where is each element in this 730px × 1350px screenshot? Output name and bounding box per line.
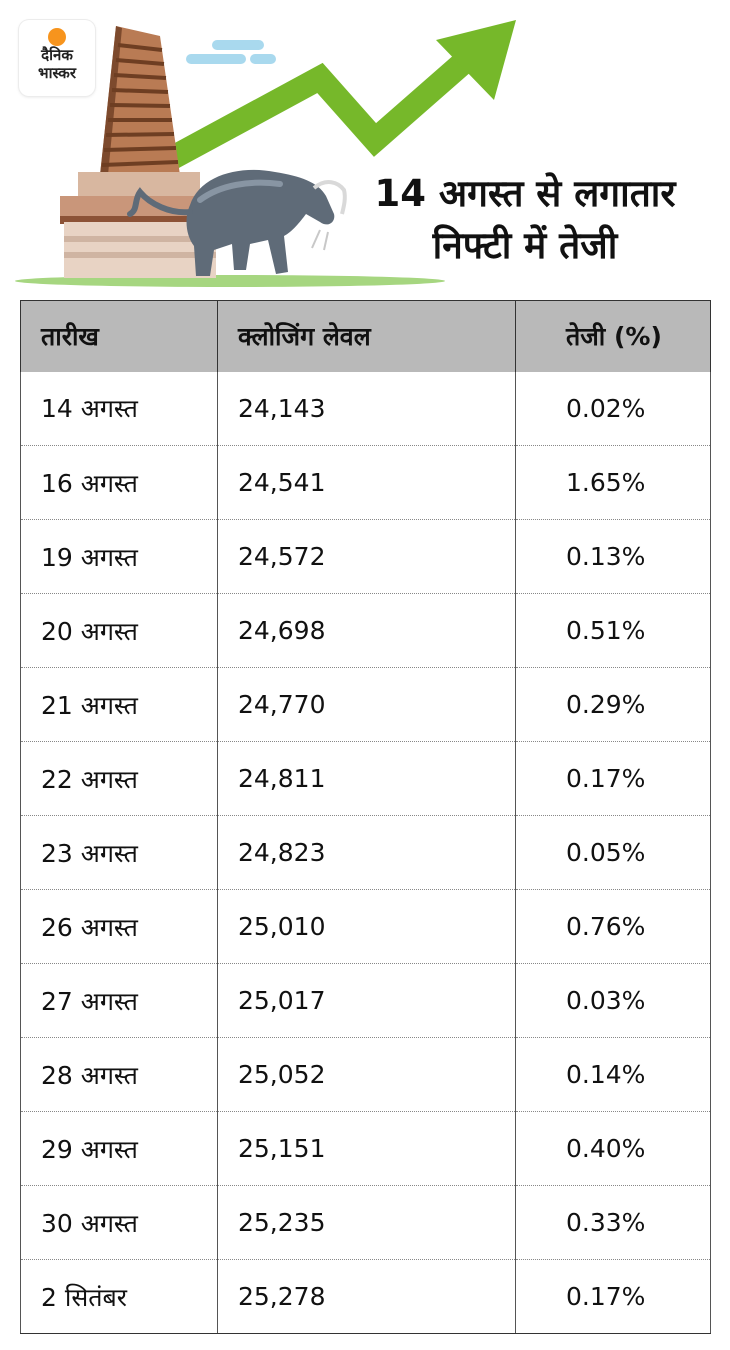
cell-gain-percent: 0.13%: [515, 519, 711, 594]
table-row: 22 अगस्त 24,811 0.17%: [20, 741, 711, 816]
cell-date: 29 अगस्त: [20, 1111, 218, 1186]
market-illustration: [15, 20, 516, 287]
table-row: 21 अगस्त 24,770 0.29%: [20, 667, 711, 742]
table-row: 23 अगस्त 24,823 0.05%: [20, 815, 711, 890]
table-row: 28 अगस्त 25,052 0.14%: [20, 1037, 711, 1112]
cell-closing-level: 25,235: [217, 1185, 516, 1260]
cell-date: 14 अगस्त: [20, 371, 218, 446]
header: दैनिक भास्कर 14 अगस्त से लगातार निफ्टी म…: [0, 0, 730, 300]
rising-arrow-icon: [144, 20, 516, 181]
cell-gain-percent: 1.65%: [515, 445, 711, 520]
cell-closing-level: 24,572: [217, 519, 516, 594]
table-row: 14 अगस्त 24,143 0.02%: [20, 371, 711, 446]
headline-line-2: निफ्टी में तेजी: [432, 224, 618, 267]
cloud-icon: [186, 40, 276, 64]
column-header-date: तारीख: [20, 300, 218, 372]
cell-date: 23 अगस्त: [20, 815, 218, 890]
cell-date: 16 अगस्त: [20, 445, 218, 520]
cell-date: 20 अगस्त: [20, 593, 218, 668]
column-header-closing-level: क्लोजिंग लेवल: [217, 300, 516, 372]
cell-gain-percent: 0.05%: [515, 815, 711, 890]
cell-gain-percent: 0.03%: [515, 963, 711, 1038]
cell-gain-percent: 0.17%: [515, 1259, 711, 1334]
cell-closing-level: 25,052: [217, 1037, 516, 1112]
cell-date: 19 अगस्त: [20, 519, 218, 594]
cell-date: 2 सितंबर: [20, 1259, 218, 1334]
cell-gain-percent: 0.14%: [515, 1037, 711, 1112]
cell-gain-percent: 0.17%: [515, 741, 711, 816]
cell-gain-percent: 0.51%: [515, 593, 711, 668]
table-row: 19 अगस्त 24,572 0.13%: [20, 519, 711, 594]
cell-closing-level: 25,278: [217, 1259, 516, 1334]
cell-gain-percent: 0.40%: [515, 1111, 711, 1186]
table-header-row: तारीख क्लोजिंग लेवल तेजी (%): [20, 300, 711, 372]
cell-date: 28 अगस्त: [20, 1037, 218, 1112]
cell-gain-percent: 0.02%: [515, 371, 711, 446]
logo-line-1: दैनिक: [41, 46, 73, 64]
headline: 14 अगस्त से लगातार निफ्टी में तेजी: [330, 168, 720, 272]
cell-closing-level: 24,823: [217, 815, 516, 890]
cell-date: 30 अगस्त: [20, 1185, 218, 1260]
table-row: 27 अगस्त 25,017 0.03%: [20, 963, 711, 1038]
cell-gain-percent: 0.29%: [515, 667, 711, 742]
cell-date: 22 अगस्त: [20, 741, 218, 816]
cell-date: 27 अगस्त: [20, 963, 218, 1038]
cell-closing-level: 24,541: [217, 445, 516, 520]
bull-icon: [127, 169, 347, 276]
table-row: 2 सितंबर 25,278 0.17%: [20, 1259, 711, 1334]
cell-closing-level: 25,151: [217, 1111, 516, 1186]
cell-date: 21 अगस्त: [20, 667, 218, 742]
cell-date: 26 अगस्त: [20, 889, 218, 964]
cell-gain-percent: 0.33%: [515, 1185, 711, 1260]
table-row: 30 अगस्त 25,235 0.33%: [20, 1185, 711, 1260]
headline-line-1: 14 अगस्त से लगातार: [374, 172, 676, 215]
cell-closing-level: 25,017: [217, 963, 516, 1038]
cell-closing-level: 24,811: [217, 741, 516, 816]
logo-line-2: भास्कर: [38, 64, 76, 82]
stock-exchange-building-icon: [60, 26, 220, 278]
cell-closing-level: 24,698: [217, 593, 516, 668]
logo-sun-icon: [48, 28, 66, 46]
table-row: 20 अगस्त 24,698 0.51%: [20, 593, 711, 668]
dainik-bhaskar-logo: दैनिक भास्कर: [19, 20, 95, 96]
column-header-gain-percent: तेजी (%): [515, 300, 711, 372]
cell-gain-percent: 0.76%: [515, 889, 711, 964]
nifty-closing-table: तारीख क्लोजिंग लेवल तेजी (%) 14 अगस्त 24…: [20, 300, 711, 1334]
table-row: 29 अगस्त 25,151 0.40%: [20, 1111, 711, 1186]
cell-closing-level: 25,010: [217, 889, 516, 964]
cell-closing-level: 24,143: [217, 371, 516, 446]
cell-closing-level: 24,770: [217, 667, 516, 742]
table-row: 16 अगस्त 24,541 1.65%: [20, 445, 711, 520]
table-row: 26 अगस्त 25,010 0.76%: [20, 889, 711, 964]
